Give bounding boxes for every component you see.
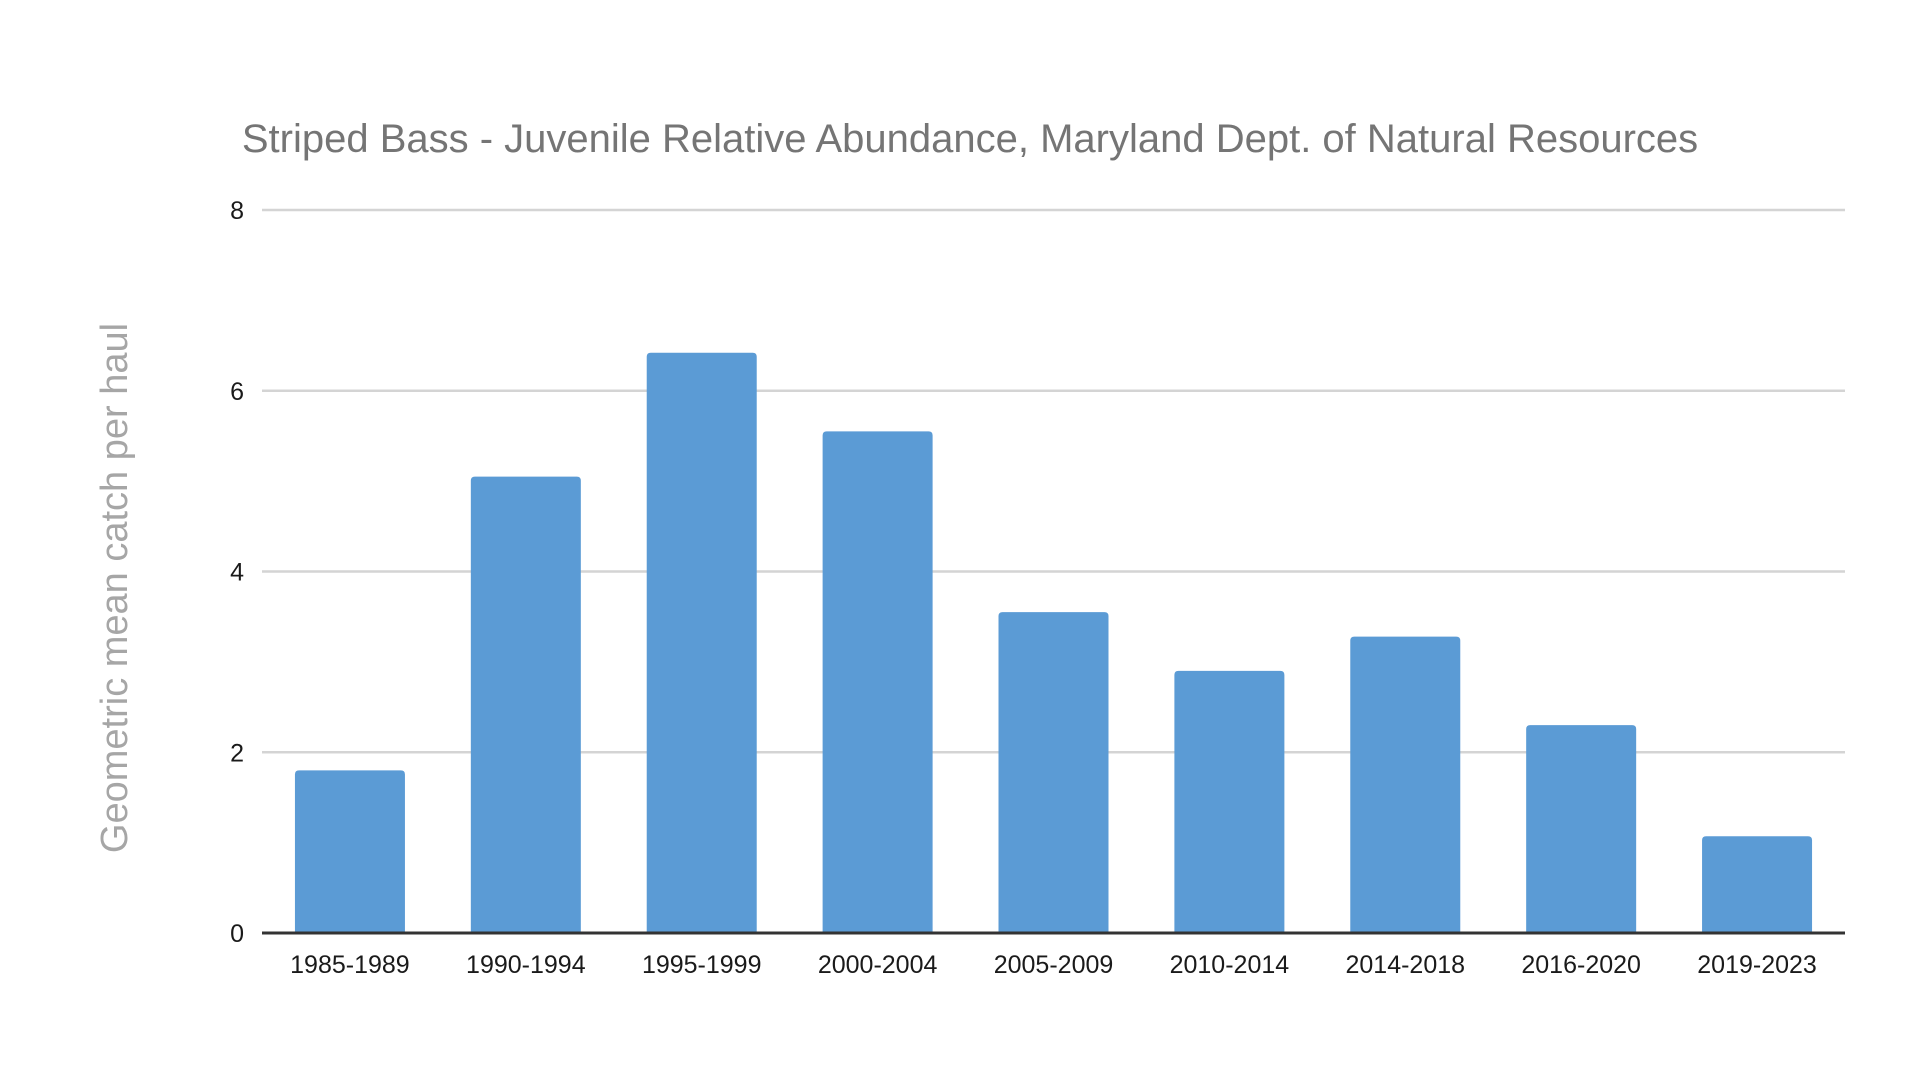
x-tick-label: 1995-1999 [642,951,762,979]
x-axis-ticks: 1985-1989 1990-1994 1995-1999 2000-2004 2005… [290,951,1817,979]
y-tick-label: 8 [230,197,244,225]
bar-2019-2023 [1702,836,1813,933]
x-tick-label: 1985-1989 [290,951,410,979]
y-axis-label: Geometric mean catch per haul [94,323,136,853]
y-tick-label: 6 [230,378,244,406]
bars [294,352,1813,934]
bar-1995-1999 [646,352,757,934]
y-tick-label: 0 [230,920,244,948]
x-tick-label: 2014-2018 [1345,951,1465,979]
bar-2005-2009 [998,612,1109,933]
x-tick-label: 2000-2004 [818,951,938,979]
bar-2010-2014 [1174,670,1285,933]
x-tick-label: 2005-2009 [994,951,1114,979]
y-axis-ticks: 0 2 4 6 8 [230,197,244,948]
bar-2016-2020 [1526,725,1637,933]
bar-1990-1994 [470,476,581,933]
bar-1985-1989 [294,770,405,933]
bar-2000-2004 [822,431,933,933]
y-tick-label: 4 [230,559,244,587]
x-tick-label: 2016-2020 [1521,951,1641,979]
chart-title: Striped Bass - Juvenile Relative Abundan… [242,117,1698,161]
x-tick-label: 2019-2023 [1697,951,1817,979]
bar-2014-2018 [1350,636,1461,933]
y-tick-label: 2 [230,739,244,767]
x-tick-label: 1990-1994 [466,951,586,979]
x-tick-label: 2010-2014 [1170,951,1290,979]
